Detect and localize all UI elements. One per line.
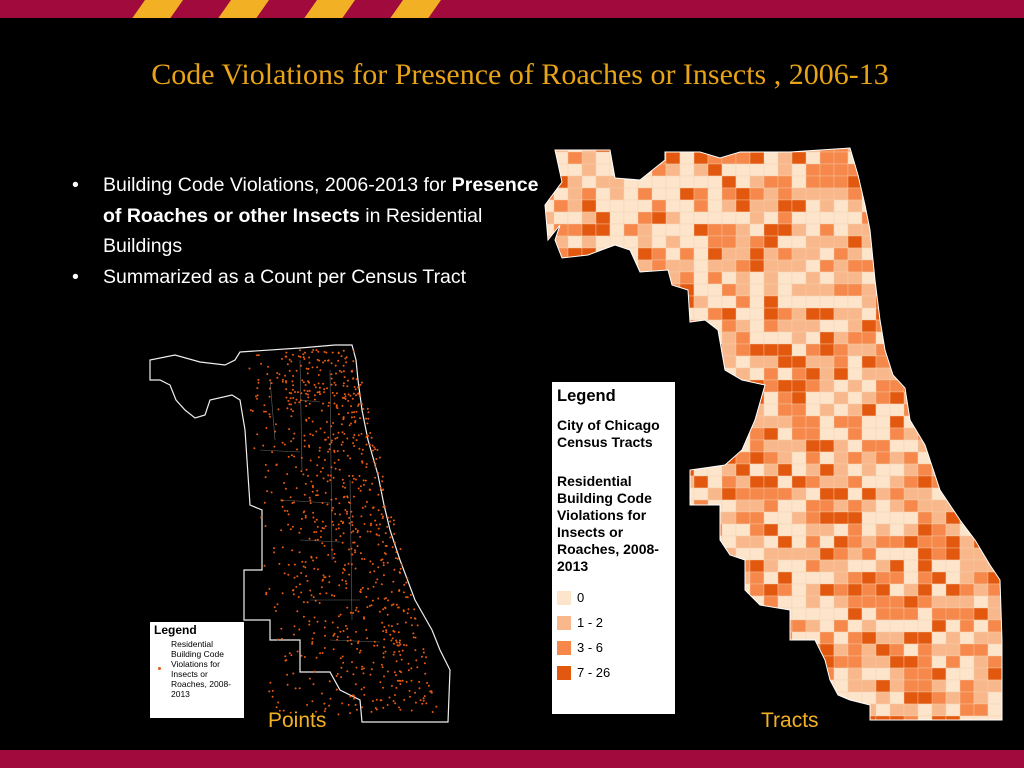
points-legend: Legend Residential Building Code Violati… [150, 622, 244, 718]
bottom-decorative-band [0, 750, 1024, 768]
legend-swatch [557, 640, 571, 655]
slide-title: Code Violations for Presence of Roaches … [151, 58, 889, 91]
tracts-legend: Legend City of Chicago Census Tracts Res… [552, 382, 675, 714]
bullet-list: Building Code Violations, 2006-2013 for … [70, 170, 540, 292]
tracts-map-caption: Tracts [761, 709, 819, 732]
points-map [149, 344, 451, 723]
tracts-legend-layer: City of Chicago Census Tracts [557, 417, 660, 450]
points-legend-label: Residential Building Code Violations for… [171, 639, 232, 699]
legend-class: 3 - 6 [557, 635, 670, 660]
legend-swatch [557, 665, 571, 680]
points-map-caption: Points [268, 709, 327, 732]
bullet-item: Summarized as a Count per Census Tract [70, 262, 540, 293]
top-decorative-band [0, 0, 1024, 18]
bullet-item: Building Code Violations, 2006-2013 for … [70, 170, 540, 262]
point-symbol-icon [158, 667, 161, 670]
legend-class: 7 - 26 [557, 660, 670, 685]
legend-swatch [557, 590, 571, 605]
violation-points [248, 349, 438, 716]
tracts-map-outline [544, 147, 1003, 721]
tracts-legend-field: Residential Building Code Violations for… [557, 473, 659, 574]
points-legend-title: Legend [154, 623, 197, 637]
legend-class: 0 [557, 585, 670, 610]
legend-swatch [557, 615, 571, 630]
tracts-legend-title: Legend [557, 387, 616, 405]
legend-class: 1 - 2 [557, 610, 670, 635]
